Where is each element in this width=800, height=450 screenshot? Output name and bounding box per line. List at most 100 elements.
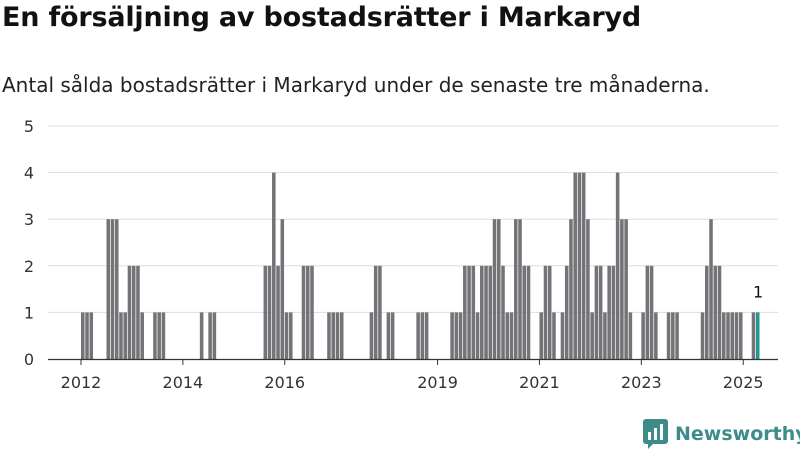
annotation-label: 1	[753, 282, 763, 301]
bar	[450, 312, 454, 359]
x-tick-label: 2025	[723, 373, 764, 392]
bar	[700, 312, 705, 359]
bar	[480, 265, 484, 359]
bar	[310, 265, 314, 359]
bar	[539, 312, 544, 359]
bar	[603, 312, 607, 359]
y-axis-ticks: 0 1 2 3 4 5	[24, 117, 34, 369]
bar	[471, 265, 476, 359]
bar	[378, 265, 382, 359]
y-tick-label: 5	[24, 117, 34, 136]
bar	[497, 219, 501, 359]
x-tick-label: 2019	[417, 373, 458, 392]
bar	[114, 219, 119, 359]
y-tick-label: 4	[24, 164, 34, 183]
bar	[705, 265, 709, 359]
bar	[335, 312, 340, 359]
bar	[573, 172, 577, 359]
bar	[123, 312, 127, 359]
bar	[386, 312, 391, 359]
bar	[721, 312, 726, 359]
bar	[454, 312, 459, 359]
bar	[594, 265, 599, 359]
bar	[492, 219, 497, 359]
bar	[641, 312, 645, 359]
bar	[424, 312, 429, 359]
bar	[666, 312, 671, 359]
bar	[339, 312, 344, 359]
bar	[208, 312, 212, 359]
bar	[420, 312, 425, 359]
x-tick-label: 2023	[621, 373, 662, 392]
bar	[267, 265, 272, 359]
bar	[463, 265, 467, 359]
bar	[157, 312, 161, 359]
bar	[581, 172, 586, 359]
bar	[212, 312, 217, 359]
bar	[390, 312, 395, 359]
bar	[276, 265, 280, 359]
bar	[543, 265, 548, 359]
bar	[373, 265, 378, 359]
bar	[153, 312, 157, 359]
bar	[484, 265, 488, 359]
bar	[649, 265, 654, 359]
bar	[475, 312, 480, 359]
bar	[709, 219, 713, 359]
bar	[199, 312, 204, 359]
bar	[547, 265, 552, 359]
y-tick-label: 3	[24, 210, 34, 229]
bar	[509, 312, 514, 359]
bar	[331, 312, 335, 359]
bar	[272, 172, 276, 359]
bar	[526, 265, 531, 359]
bar	[513, 219, 518, 359]
bar	[624, 219, 628, 359]
bar	[615, 172, 620, 359]
bar	[611, 265, 616, 359]
bar	[671, 312, 675, 359]
bar	[726, 312, 730, 359]
bar	[654, 312, 658, 359]
bars	[81, 172, 760, 359]
bar	[734, 312, 739, 359]
x-tick-label: 2014	[163, 373, 204, 392]
bar	[713, 265, 718, 359]
bar	[106, 219, 111, 359]
y-tick-label: 1	[24, 303, 34, 322]
y-tick-label: 2	[24, 257, 34, 276]
bar	[458, 312, 463, 359]
bar	[620, 219, 624, 359]
newsworthy-logo-icon	[643, 419, 668, 449]
bar	[369, 312, 374, 359]
bar	[675, 312, 679, 359]
annotation: 1	[753, 282, 763, 301]
bar	[161, 312, 166, 359]
bar	[730, 312, 735, 359]
bar	[127, 265, 132, 359]
bar	[569, 219, 573, 359]
bar	[518, 219, 522, 359]
y-tick-label: 0	[24, 350, 34, 369]
x-axis-ticks: 2012 2014 2016 2019 2021 2023 2025	[61, 359, 764, 392]
bar	[552, 312, 556, 359]
bar	[327, 312, 331, 359]
x-tick-label: 2016	[264, 373, 305, 392]
bar	[577, 172, 582, 359]
bar	[501, 265, 505, 359]
chart-title: En försäljning av bostadsrätter i Markar…	[2, 2, 642, 33]
bar	[89, 312, 94, 359]
bar	[467, 265, 471, 359]
bar-highlight	[755, 312, 760, 359]
chart-subtitle: Antal sålda bostadsrätter i Markaryd und…	[2, 73, 710, 97]
bar	[645, 265, 650, 359]
bar	[140, 312, 144, 359]
bar	[564, 265, 569, 359]
bar	[136, 265, 140, 359]
bar	[522, 265, 527, 359]
x-tick-label: 2012	[61, 373, 102, 392]
bar	[81, 312, 85, 359]
bar	[738, 312, 743, 359]
bar	[751, 312, 756, 359]
bar	[416, 312, 420, 359]
